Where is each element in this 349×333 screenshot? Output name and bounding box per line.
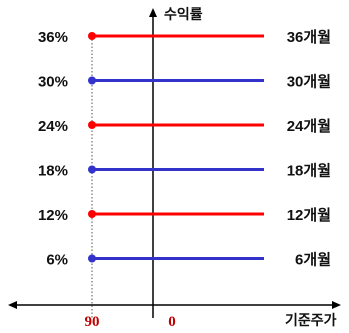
y-axis-arrow-icon <box>149 8 157 17</box>
y-axis-label: 수익률 <box>164 6 203 22</box>
return-dot-0 <box>88 32 96 40</box>
period-month-label: 30개월 <box>287 73 331 91</box>
x-axis-right-arrow-icon <box>332 301 341 309</box>
period-month-label: 18개월 <box>287 162 331 180</box>
period-month-label: 24개월 <box>287 117 331 135</box>
return-percent-label: 36% <box>38 29 68 46</box>
return-dot-5 <box>88 254 96 263</box>
x-tick-0: 0 <box>168 314 176 330</box>
return-percent-label: 30% <box>38 74 68 91</box>
period-month-label: 12개월 <box>287 206 331 224</box>
period-month-label: 6개월 <box>295 251 331 269</box>
return-percent-label: 18% <box>38 163 68 180</box>
x-axis-left-arrow-icon <box>8 301 17 309</box>
return-rows: 36% 36개월 30% 30개월 24% 24개월 18% 18개월 12% 12개월 6% 6개월 <box>38 28 331 269</box>
return-dot-1 <box>88 76 96 85</box>
return-percent-label: 12% <box>38 207 68 224</box>
return-percent-label: 24% <box>38 118 68 135</box>
x-tick-90: 90 <box>85 314 100 330</box>
return-dot-3 <box>88 165 96 174</box>
return-dot-4 <box>88 210 96 218</box>
x-axis-label: 기준주가 <box>285 312 337 328</box>
period-month-label: 36개월 <box>287 28 331 46</box>
return-percent-label: 6% <box>46 252 68 269</box>
return-dot-2 <box>88 121 96 129</box>
